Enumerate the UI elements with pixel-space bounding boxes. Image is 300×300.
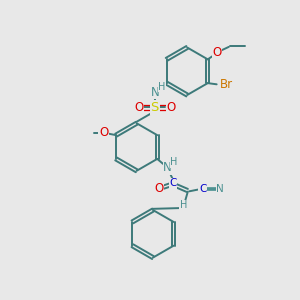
Text: C: C — [199, 184, 206, 194]
Text: O: O — [166, 101, 175, 114]
Text: N: N — [163, 161, 172, 174]
Text: Br: Br — [220, 78, 233, 91]
Text: N: N — [216, 184, 224, 194]
Text: N: N — [151, 85, 160, 98]
Text: O: O — [99, 126, 108, 139]
Text: C: C — [169, 178, 177, 188]
Text: H: H — [180, 200, 187, 210]
Text: O: O — [134, 101, 143, 114]
Text: O: O — [213, 46, 222, 59]
Text: O: O — [154, 182, 163, 195]
Text: H: H — [158, 82, 166, 92]
Text: S: S — [151, 101, 159, 114]
Text: H: H — [170, 158, 178, 167]
